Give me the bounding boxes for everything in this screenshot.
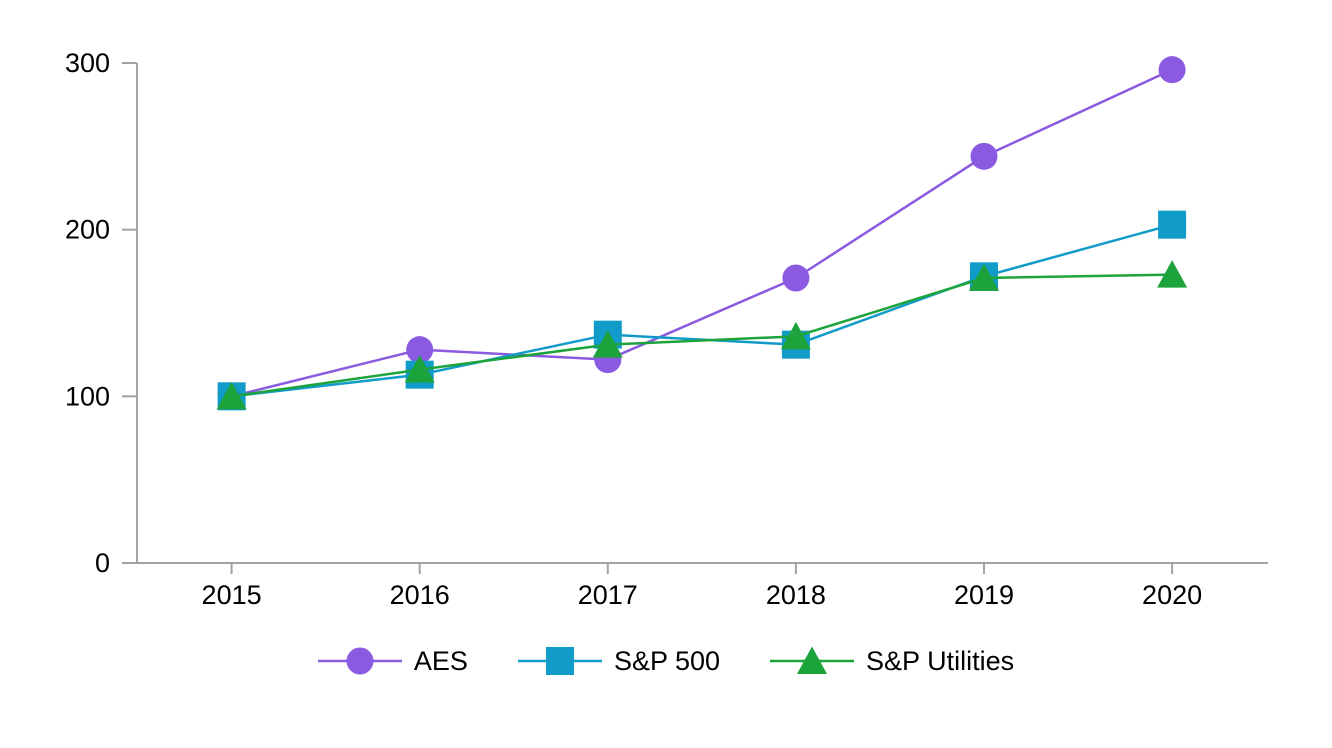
y-tick-label: 100 xyxy=(65,381,110,411)
x-tick-label: 2019 xyxy=(954,580,1014,610)
triangle-marker xyxy=(780,321,811,350)
legend-item-aes: AES xyxy=(317,641,468,681)
square-marker xyxy=(545,647,574,675)
y-tick-labels: 0 100 200 300 xyxy=(65,48,110,578)
x-tick-label: 2016 xyxy=(390,580,450,610)
triangle-marker xyxy=(592,330,623,358)
series-line xyxy=(231,223,1173,398)
legend-item-sp-utilities: S&P Utilities xyxy=(770,641,1014,681)
x-tick-label: 2017 xyxy=(578,580,638,610)
y-tick-label: 200 xyxy=(65,215,110,245)
chart-legend: AES S&P 500 S&P Utilities xyxy=(0,641,1332,681)
triangle-marker xyxy=(404,355,435,383)
circle-marker xyxy=(782,264,810,292)
series-line xyxy=(231,68,1173,398)
circle-marker xyxy=(970,142,998,170)
triangle-marker xyxy=(216,381,247,410)
series-S&P Utilities xyxy=(216,260,1188,410)
series-line xyxy=(231,273,1173,398)
x-tick-label: 2020 xyxy=(1142,580,1202,610)
series-S&P 500 xyxy=(217,210,1187,411)
legend-label-sp500: S&P 500 xyxy=(613,645,721,676)
performance-line-chart: 0 100 200 300 2015 2016 2017 2018 2019 2020 xyxy=(65,48,1268,610)
x-tick-label: 2018 xyxy=(766,580,826,610)
legend-label-aes: AES xyxy=(413,645,468,676)
x-tick-label: 2015 xyxy=(202,580,262,610)
aes-circle-marker-icon xyxy=(317,647,402,675)
x-tick-labels: 2015 2016 2017 2018 2019 2020 xyxy=(202,580,1203,610)
triangle-marker xyxy=(969,263,999,291)
series-AES xyxy=(218,56,1186,410)
circle-marker xyxy=(406,336,434,364)
sp-utilities-triangle-marker-icon xyxy=(770,646,855,674)
circle-marker xyxy=(346,647,374,675)
sp500-square-marker-icon xyxy=(517,647,602,675)
circle-marker xyxy=(1158,56,1186,84)
legend-item-sp500: S&P 500 xyxy=(517,641,721,681)
square-marker xyxy=(1158,210,1187,239)
y-tick-label: 300 xyxy=(65,48,110,78)
triangle-marker xyxy=(797,646,828,674)
triangle-marker xyxy=(1157,260,1188,288)
axes xyxy=(122,62,1268,574)
legend-label-sp-utilities: S&P Utilities xyxy=(866,645,1015,676)
y-tick-label: 0 xyxy=(95,548,110,578)
